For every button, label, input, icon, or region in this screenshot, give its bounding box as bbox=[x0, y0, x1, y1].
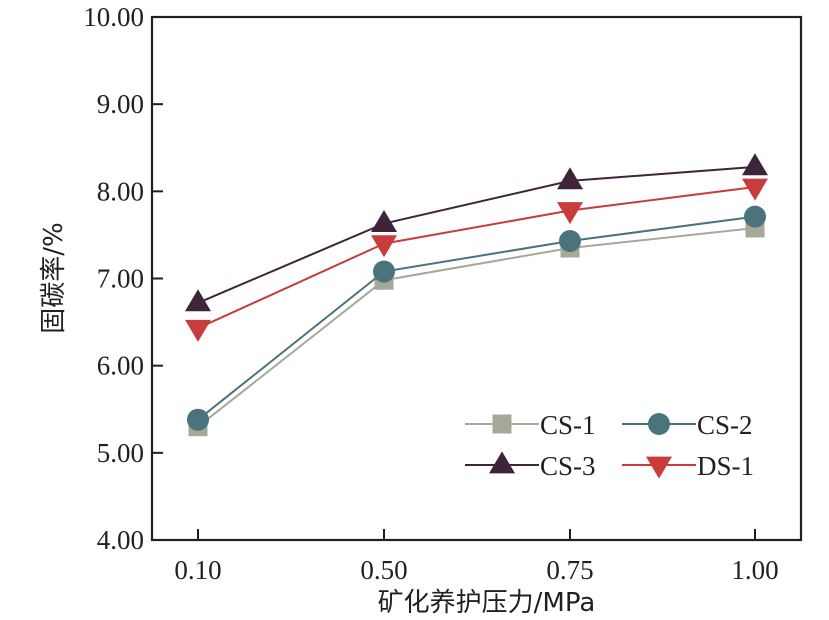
legend-item: DS-1 bbox=[622, 451, 754, 481]
legend-marker-triangle-down bbox=[646, 456, 672, 479]
legend: CS-1 CS-2 CS-3 DS-1 bbox=[465, 410, 754, 481]
data-point bbox=[185, 289, 211, 312]
legend-label: CS-2 bbox=[697, 410, 753, 440]
axes: 4.00 5.00 6.00 7.00 8.00 9.00 10.00 0.10 0.50 0.7… bbox=[83, 2, 803, 585]
legend-label: CS-3 bbox=[540, 451, 596, 481]
series-ds-1 bbox=[185, 178, 768, 342]
data-point bbox=[742, 153, 768, 176]
legend-marker-triangle-up bbox=[489, 451, 515, 474]
series-cs-3 bbox=[185, 153, 768, 312]
legend-label: CS-1 bbox=[540, 410, 596, 440]
x-tick-label: 1.00 bbox=[731, 555, 778, 585]
legend-item: CS-1 bbox=[465, 410, 596, 440]
legend-item: CS-3 bbox=[465, 451, 596, 481]
y-tick-label: 10.00 bbox=[83, 2, 144, 32]
legend-item: CS-2 bbox=[622, 410, 753, 440]
data-point bbox=[559, 230, 581, 253]
data-point bbox=[557, 202, 583, 225]
data-point bbox=[742, 178, 768, 201]
y-tick-label: 9.00 bbox=[97, 89, 144, 119]
y-tick-label: 8.00 bbox=[97, 176, 144, 206]
x-axis-title: 矿化养护压力/MPa bbox=[378, 588, 596, 618]
y-tick-label: 7.00 bbox=[97, 264, 144, 294]
y-tick-label: 5.00 bbox=[97, 438, 144, 468]
data-point bbox=[371, 209, 397, 232]
data-point bbox=[744, 205, 766, 228]
x-tick-label: 0.50 bbox=[360, 555, 407, 585]
series-line bbox=[197, 226, 756, 428]
series-cs-1 bbox=[188, 218, 765, 437]
series-cs-2 bbox=[187, 205, 766, 431]
legend-label: DS-1 bbox=[697, 451, 754, 481]
y-tick-label: 4.00 bbox=[97, 525, 144, 555]
series-line bbox=[197, 185, 756, 330]
y-axis-title: 固碳率/% bbox=[39, 222, 69, 333]
data-point bbox=[187, 408, 209, 431]
y-tick-label: 6.00 bbox=[97, 351, 144, 381]
series-group bbox=[185, 153, 768, 437]
data-point bbox=[371, 235, 397, 258]
legend-marker-circle bbox=[648, 413, 670, 435]
legend-marker-square bbox=[492, 414, 512, 434]
series-line bbox=[197, 215, 756, 421]
x-tick-label: 0.10 bbox=[174, 555, 221, 585]
data-point bbox=[557, 167, 583, 190]
x-tick-label: 0.75 bbox=[546, 555, 593, 585]
series-line bbox=[197, 165, 756, 304]
data-point bbox=[373, 260, 395, 283]
data-point bbox=[185, 319, 211, 342]
